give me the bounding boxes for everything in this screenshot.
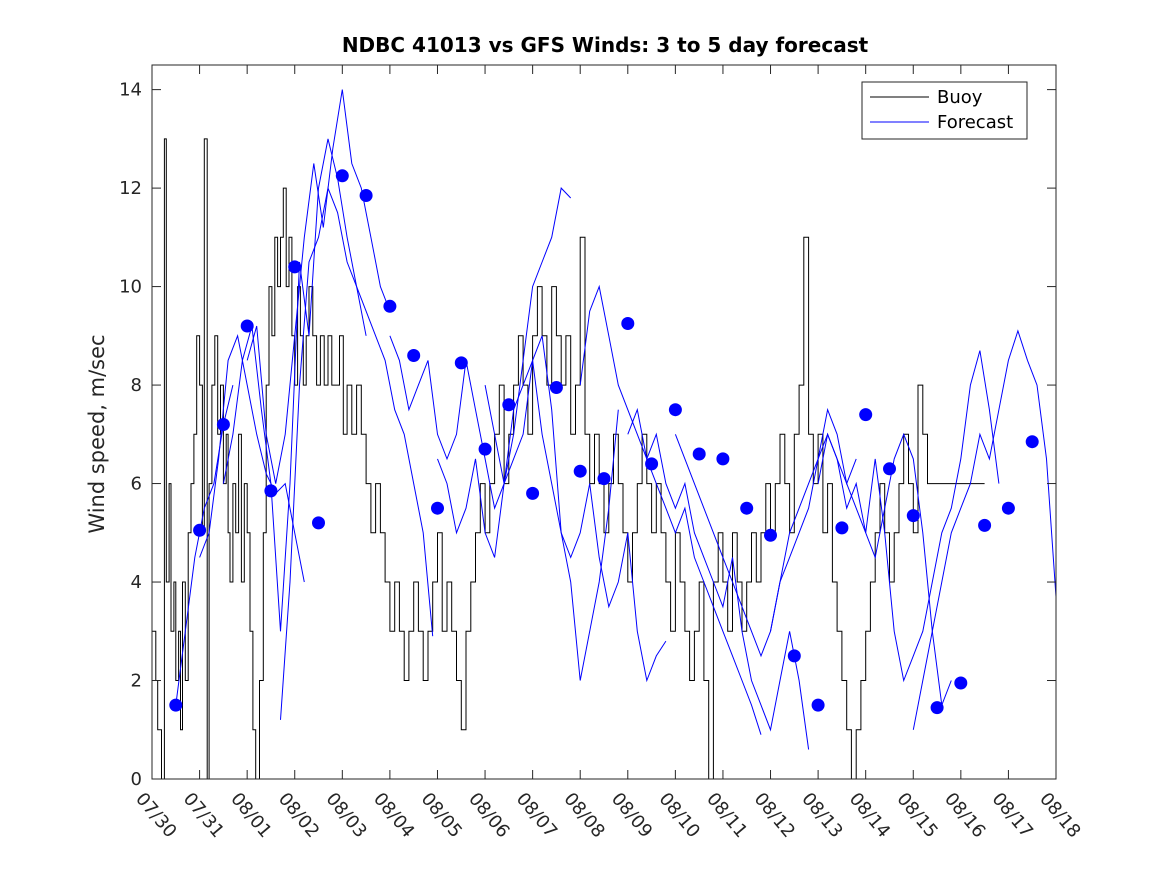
- x-tick-label: 07/30: [131, 789, 180, 842]
- y-tick-label: 14: [119, 80, 142, 101]
- y-tick-label: 12: [119, 178, 142, 199]
- forecast-point: [621, 317, 635, 330]
- legend: Buoy Forecast: [861, 81, 1028, 140]
- forecast-point: [787, 649, 801, 663]
- forecast-point: [359, 189, 373, 202]
- forecast-point: [740, 501, 754, 515]
- forecast-point: [835, 521, 849, 535]
- forecast-point: [716, 452, 730, 466]
- y-axis: 0 2 4 6 8 10 12 14: [119, 80, 1056, 790]
- forecast-line-10: [627, 407, 810, 750]
- plot-frame: [151, 64, 1057, 780]
- forecast-point: [1025, 435, 1039, 449]
- forecast-points-group: [169, 169, 1039, 715]
- y-tick-label: 4: [131, 572, 142, 593]
- forecast-line-12: [770, 432, 952, 706]
- forecast-line-8: [484, 335, 667, 683]
- x-tick-label: 08/13: [797, 789, 846, 842]
- x-tick-label: 08/09: [607, 789, 656, 842]
- forecast-line-9: [579, 284, 762, 735]
- legend-box: [861, 81, 1028, 140]
- buoy-line: [152, 138, 985, 780]
- forecast-point: [692, 447, 706, 461]
- x-tick-label: 08/15: [892, 789, 941, 842]
- x-tick-label: 08/17: [988, 789, 1037, 842]
- y-tick-label: 2: [131, 671, 142, 692]
- forecast-point: [645, 457, 659, 471]
- forecast-point: [335, 169, 349, 183]
- forecast-point: [169, 698, 183, 712]
- forecast-point: [549, 381, 563, 394]
- forecast-series-group: [175, 89, 1057, 750]
- x-tick-label: 08/01: [226, 789, 275, 842]
- forecast-point: [216, 418, 230, 431]
- forecast-point: [193, 523, 207, 537]
- legend-buoy-label: Buoy: [937, 87, 983, 108]
- forecast-point: [312, 516, 325, 530]
- forecast-point: [954, 676, 968, 690]
- forecast-point: [407, 349, 421, 362]
- forecast-point: [930, 701, 944, 715]
- forecast-line-7: [437, 360, 619, 681]
- y-axis-label: Wind speed, m/sec: [85, 334, 109, 533]
- forecast-line-11: [674, 407, 857, 658]
- forecast-point: [454, 356, 468, 370]
- forecast-point: [811, 698, 825, 712]
- forecast-point: [668, 403, 682, 417]
- forecast-point: [859, 408, 873, 422]
- forecast-point: [288, 260, 302, 274]
- x-tick-label: 08/12: [750, 789, 799, 842]
- forecast-point: [240, 319, 254, 333]
- x-tick-label: 08/02: [274, 789, 323, 842]
- x-tick-label: 08/16: [940, 789, 989, 842]
- forecast-line-5: [280, 186, 434, 720]
- x-tick-label: 08/05: [417, 789, 466, 842]
- x-tick-label: 07/31: [179, 789, 228, 842]
- x-tick-label: 08/07: [512, 789, 561, 842]
- forecast-point: [597, 472, 611, 486]
- x-tick-label: 08/11: [702, 789, 751, 842]
- x-tick-label: 08/03: [321, 789, 370, 842]
- plot-area: [152, 65, 1056, 779]
- forecast-point: [383, 299, 397, 313]
- forecast-line-4: [246, 89, 391, 484]
- forecast-point: [1001, 501, 1015, 515]
- chart-title: NDBC 41013 vs GFS Winds: 3 to 5 day fore…: [342, 33, 869, 57]
- x-tick-label: 08/04: [369, 789, 418, 842]
- forecast-point: [264, 484, 278, 498]
- x-tick-label: 08/06: [464, 789, 513, 842]
- forecast-line-2: [199, 334, 305, 583]
- forecast-point: [502, 398, 516, 412]
- forecast-line-14: [912, 329, 1057, 730]
- forecast-line-13: [817, 350, 1000, 683]
- x-tick-label: 08/10: [655, 789, 704, 842]
- y-tick-label: 10: [119, 277, 142, 298]
- forecast-point: [883, 462, 896, 476]
- y-tick-label: 6: [131, 474, 142, 495]
- buoy-series: [152, 138, 985, 780]
- forecast-line-6: [389, 187, 572, 511]
- forecast-point: [906, 509, 920, 523]
- forecast-point: [978, 518, 992, 532]
- forecast-point: [764, 528, 777, 542]
- y-tick-label: 8: [131, 375, 142, 396]
- forecast-point: [526, 486, 540, 500]
- y-tick-label: 0: [131, 769, 142, 790]
- forecast-point: [478, 442, 492, 456]
- forecast-point: [573, 464, 587, 478]
- x-tick-label: 08/08: [559, 789, 608, 842]
- forecast-point: [431, 501, 444, 515]
- forecast-line-3: [222, 138, 367, 632]
- x-tick-label: 08/14: [845, 789, 894, 842]
- x-tick-label: 08/18: [1035, 789, 1084, 842]
- legend-forecast-label: Forecast: [937, 112, 1013, 133]
